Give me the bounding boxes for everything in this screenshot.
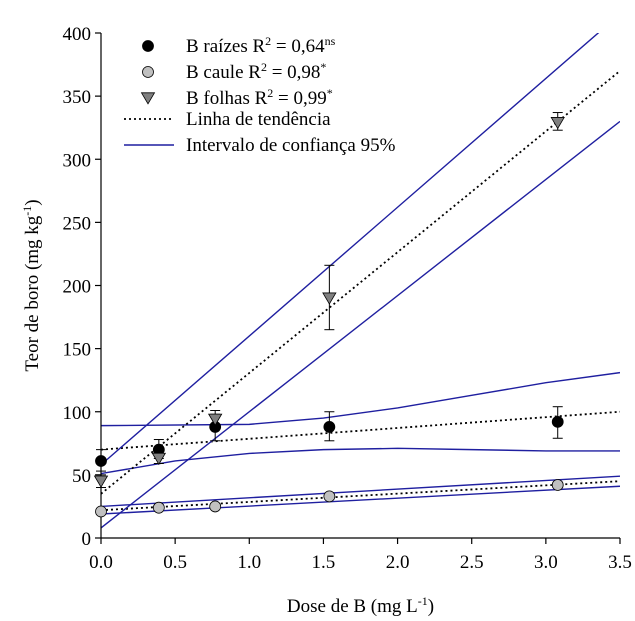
trend-line-series-3 [101,70,620,495]
y-tick-label: 300 [63,150,92,171]
ci-line-series-1-upper [101,371,620,427]
y-tick-label: 400 [63,24,92,45]
data-point-series-2 [152,501,165,514]
data-point-series-1 [323,420,336,433]
x-tick-label: 0.5 [163,552,187,573]
y-tick-label: 200 [63,277,92,298]
data-point-series-3 [322,292,337,305]
data-point-series-3 [93,475,109,488]
x-tick-label: 0.0 [89,552,113,573]
data-point-series-2 [209,500,222,513]
ci-line-series-2-upper [101,475,620,508]
x-tick-label: 1.0 [237,552,261,573]
x-tick-label: 3.5 [608,552,632,573]
data-point-series-1 [551,415,564,428]
legend-ci-label: Intervalo de confiança 95% [186,135,396,156]
data-points [93,112,565,518]
legend-label-series-2: B caule R2 = 0,98* [186,60,326,83]
ci-line-series-2-lower [101,485,620,515]
legend-label-series-3: B folhas R2 = 0,99* [186,86,333,109]
axes: 0.0 0.5 1.0 1.5 2.0 2.5 3.0 3.5 0 50 100 150 200 250 3… [20,24,632,617]
data-point-series-3 [207,413,223,426]
x-axis-title: Dose de B (mg L-1) [287,594,434,617]
data-point-series-2 [323,490,336,503]
data-point-series-2 [95,505,107,518]
x-tick-label: 1.5 [312,552,336,573]
legend-trend-label: Linha de tendência [186,109,331,130]
y-tick-label: 250 [63,213,92,234]
data-point-series-3 [151,452,167,466]
y-axis-title: Teor de boro (mg kg-1) [20,199,43,371]
plot-area [101,33,620,529]
y-tick-label: 50 [72,466,91,487]
legend-marker-series-2 [142,66,154,78]
ci-line-series-3-lower [101,120,620,529]
trend-line-series-1 [101,410,620,451]
legend-marker-series-1 [142,40,154,52]
data-point-series-2 [551,479,564,491]
trend-line-series-2 [101,480,620,512]
legend-marker-series-3 [140,92,156,105]
y-tick-label: 350 [63,87,92,108]
legend-label-series-1: B raízes R2 = 0,64ns [186,34,336,57]
y-tick-label: 0 [82,529,92,550]
ci-line-series-3-upper [101,33,600,466]
x-tick-label: 2.5 [460,552,484,573]
data-point-series-1 [95,455,107,467]
ci-line-series-1-lower [101,447,620,475]
y-tick-label: 150 [63,340,92,361]
data-point-series-3 [550,117,565,130]
x-tick-label: 2.0 [386,552,410,573]
legend: B raízes R2 = 0,64ns B caule R2 = 0,98* B … [124,34,396,156]
y-tick-label: 100 [63,403,92,424]
x-tick-label: 3.0 [534,552,558,573]
